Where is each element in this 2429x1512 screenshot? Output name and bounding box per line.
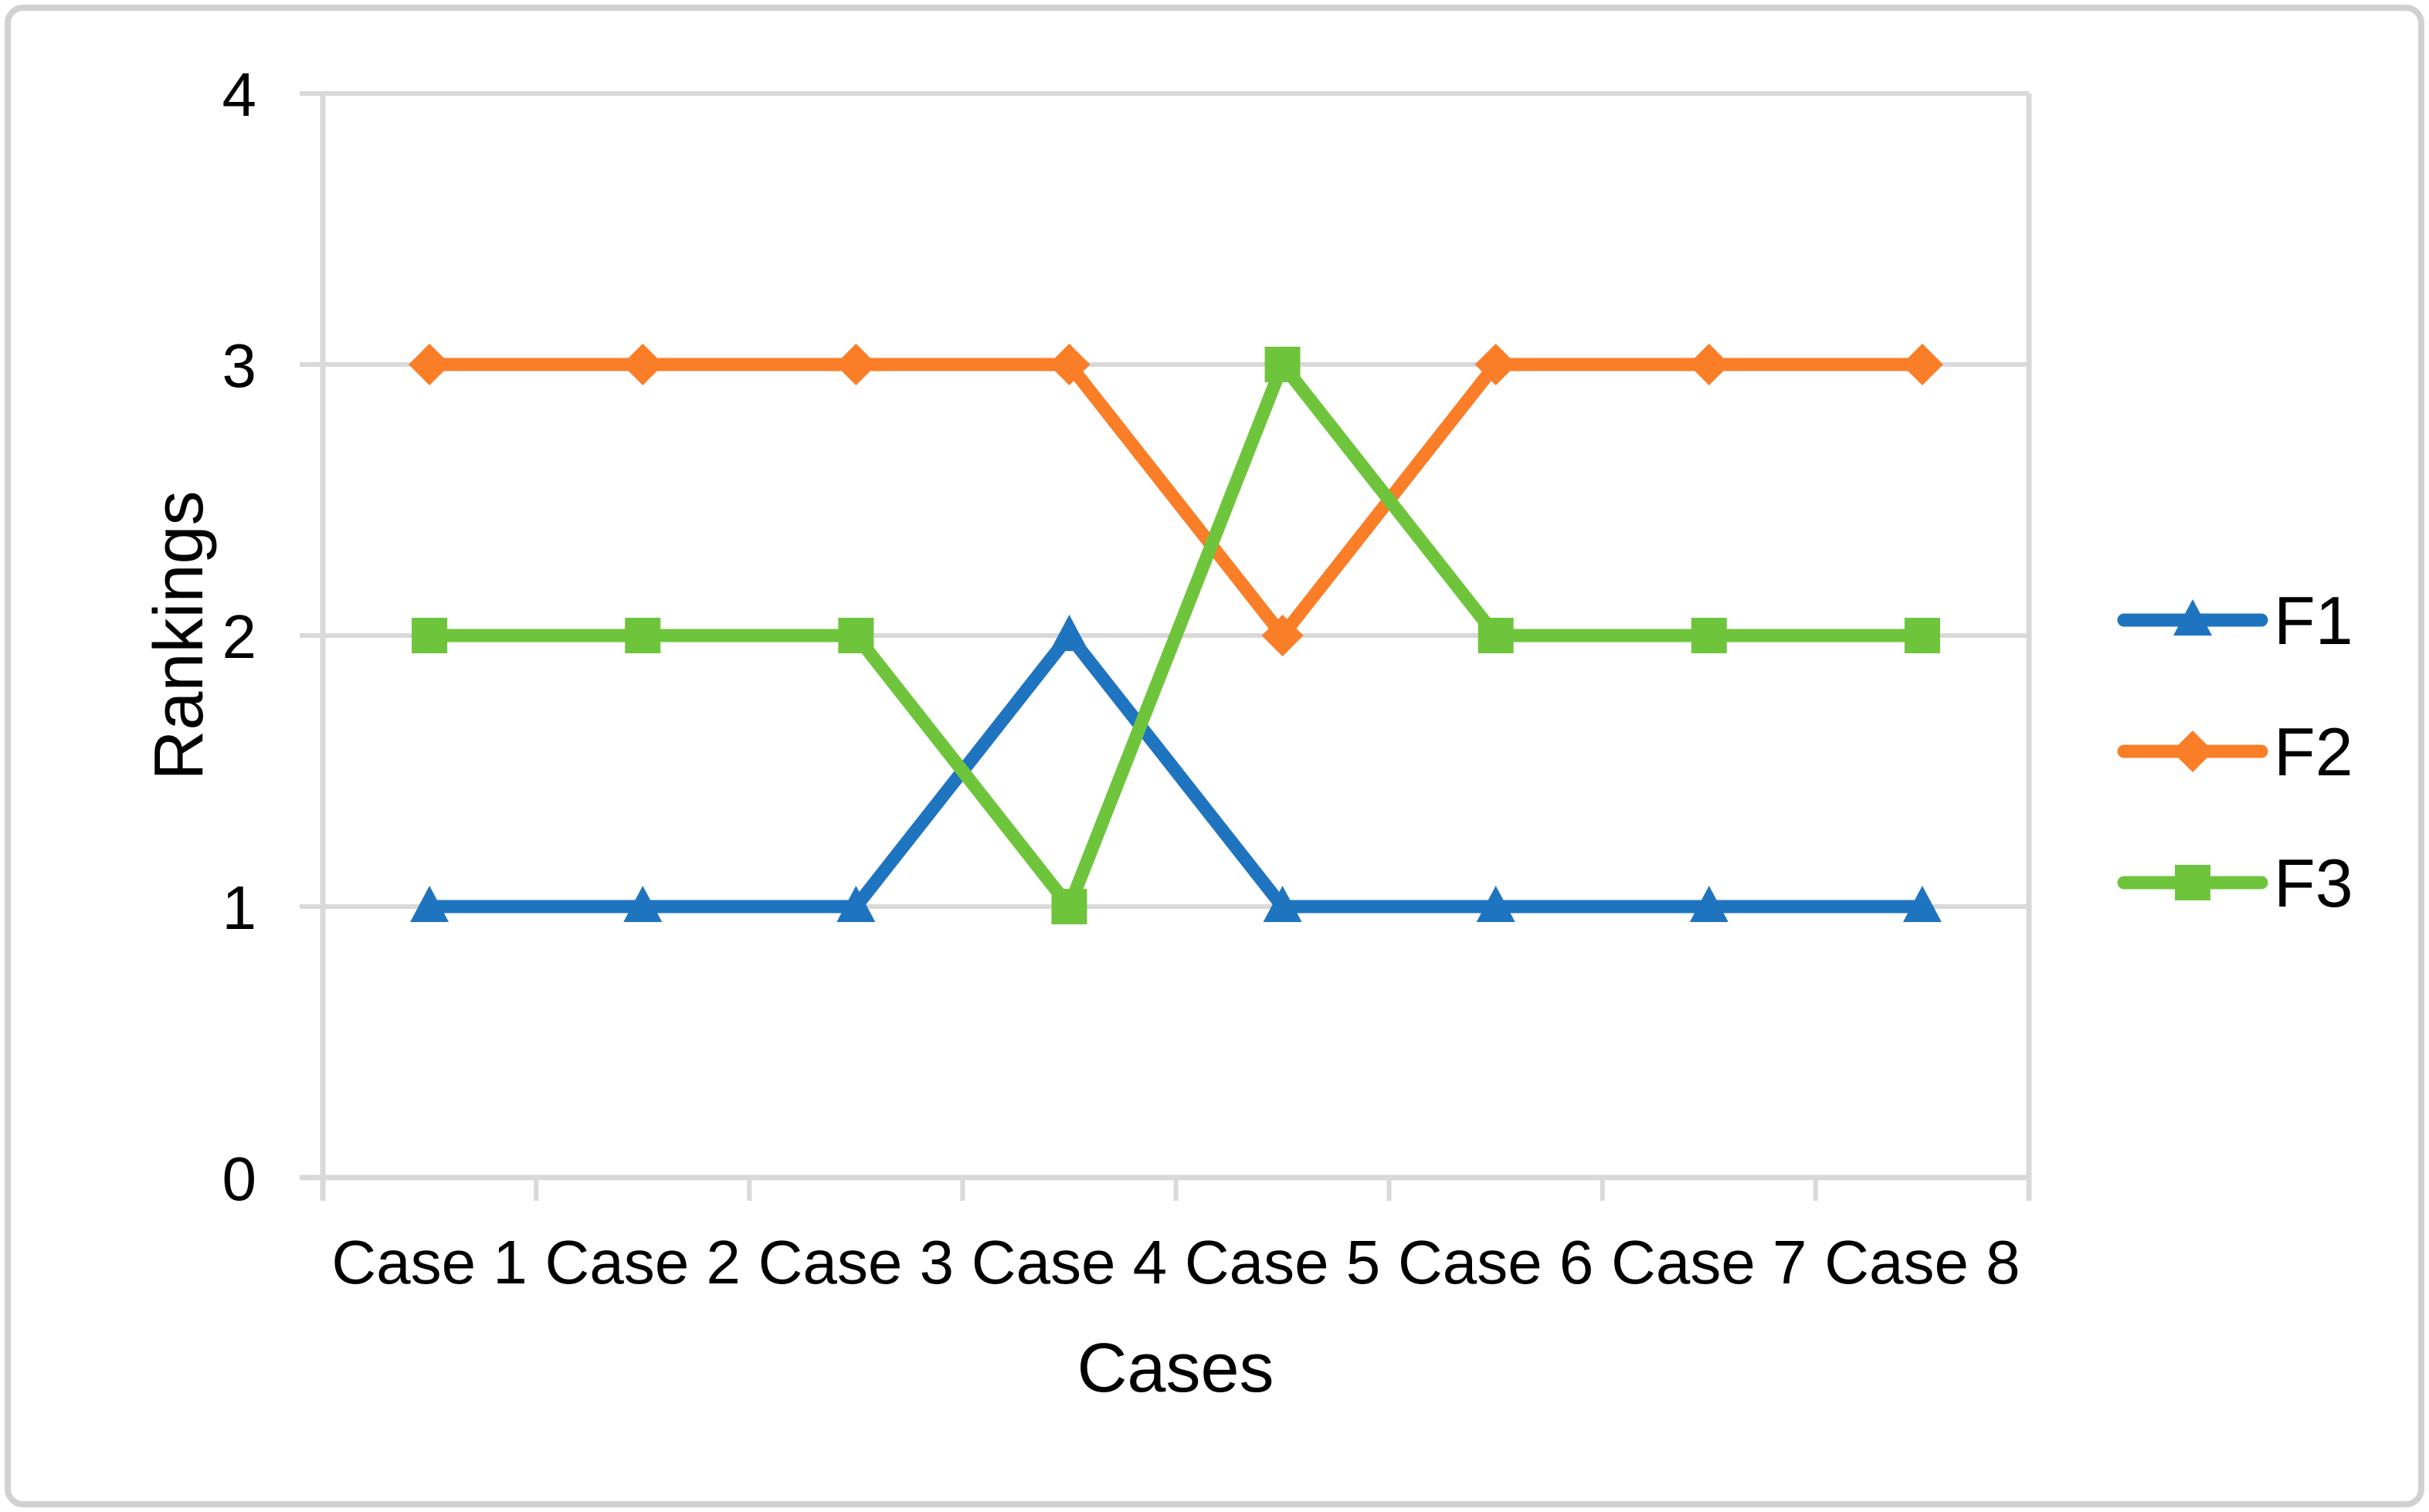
series-F2-line [422,358,1929,642]
legend-F2-marker [2172,731,2214,772]
series-F3-marker-1 [412,618,448,653]
series-F3-marker-5 [1264,347,1301,382]
y-axis-title: Rankings [141,490,218,780]
y-tick-label-3: 3 [222,331,257,400]
series-F3-line [422,358,1929,914]
series-F3-marker-8 [1904,618,1940,653]
series-F3-marker-4 [1051,889,1087,924]
series-F2-marker-1 [409,344,451,385]
series-F1-marker-2 [623,886,663,922]
figure-border [5,5,2424,1507]
x-tick-label-8: Case 8 [1824,1228,2020,1297]
legend-F1-marker [2173,599,2212,636]
series-F1-marker-1 [410,886,450,922]
x-tick-label-4: Case 4 [972,1228,1167,1297]
x-tick-label-7: Case 7 [1611,1228,1806,1297]
series-F2-marker-3 [835,344,877,385]
series-F2-marker-7 [1688,344,1730,385]
series-F1-line [422,629,1929,914]
series-F2-marker-2 [622,344,664,385]
series-F2-marker-4 [1048,344,1091,385]
legend-F3-marker [2175,865,2210,900]
x-axis-title: Cases [1077,1330,1274,1407]
series-F1-marker-4 [1050,615,1089,651]
series-F1-marker-3 [836,886,876,922]
series-F1-marker-5 [1263,886,1302,922]
y-tick-label-1: 1 [222,873,257,942]
series-F1-marker-7 [1689,886,1728,922]
x-tick-label-1: Case 1 [331,1228,527,1297]
x-tick-label-2: Case 2 [544,1228,740,1297]
x-tick-label-6: Case 6 [1398,1228,1593,1297]
y-tick-label-2: 2 [222,602,257,671]
y-tick-label-0: 0 [222,1144,257,1213]
series-F2-marker-5 [1261,615,1304,656]
legend-F1-label: F1 [2274,582,2353,659]
series-F2-marker-6 [1474,344,1517,385]
series-F3-marker-7 [1691,618,1727,653]
series-F2-marker-8 [1901,344,1943,385]
y-tick-label-4: 4 [222,60,257,129]
series-F1-marker-6 [1476,886,1515,922]
legend-F3-label: F3 [2274,845,2353,921]
series-F3-marker-3 [838,618,874,653]
x-tick-label-5: Case 5 [1185,1228,1380,1297]
series-F3-marker-2 [625,618,661,653]
x-tick-label-3: Case 3 [758,1228,954,1297]
legend-F2-label: F2 [2274,714,2353,790]
series-F1-marker-8 [1902,886,1942,922]
series-F3-marker-6 [1477,618,1514,653]
